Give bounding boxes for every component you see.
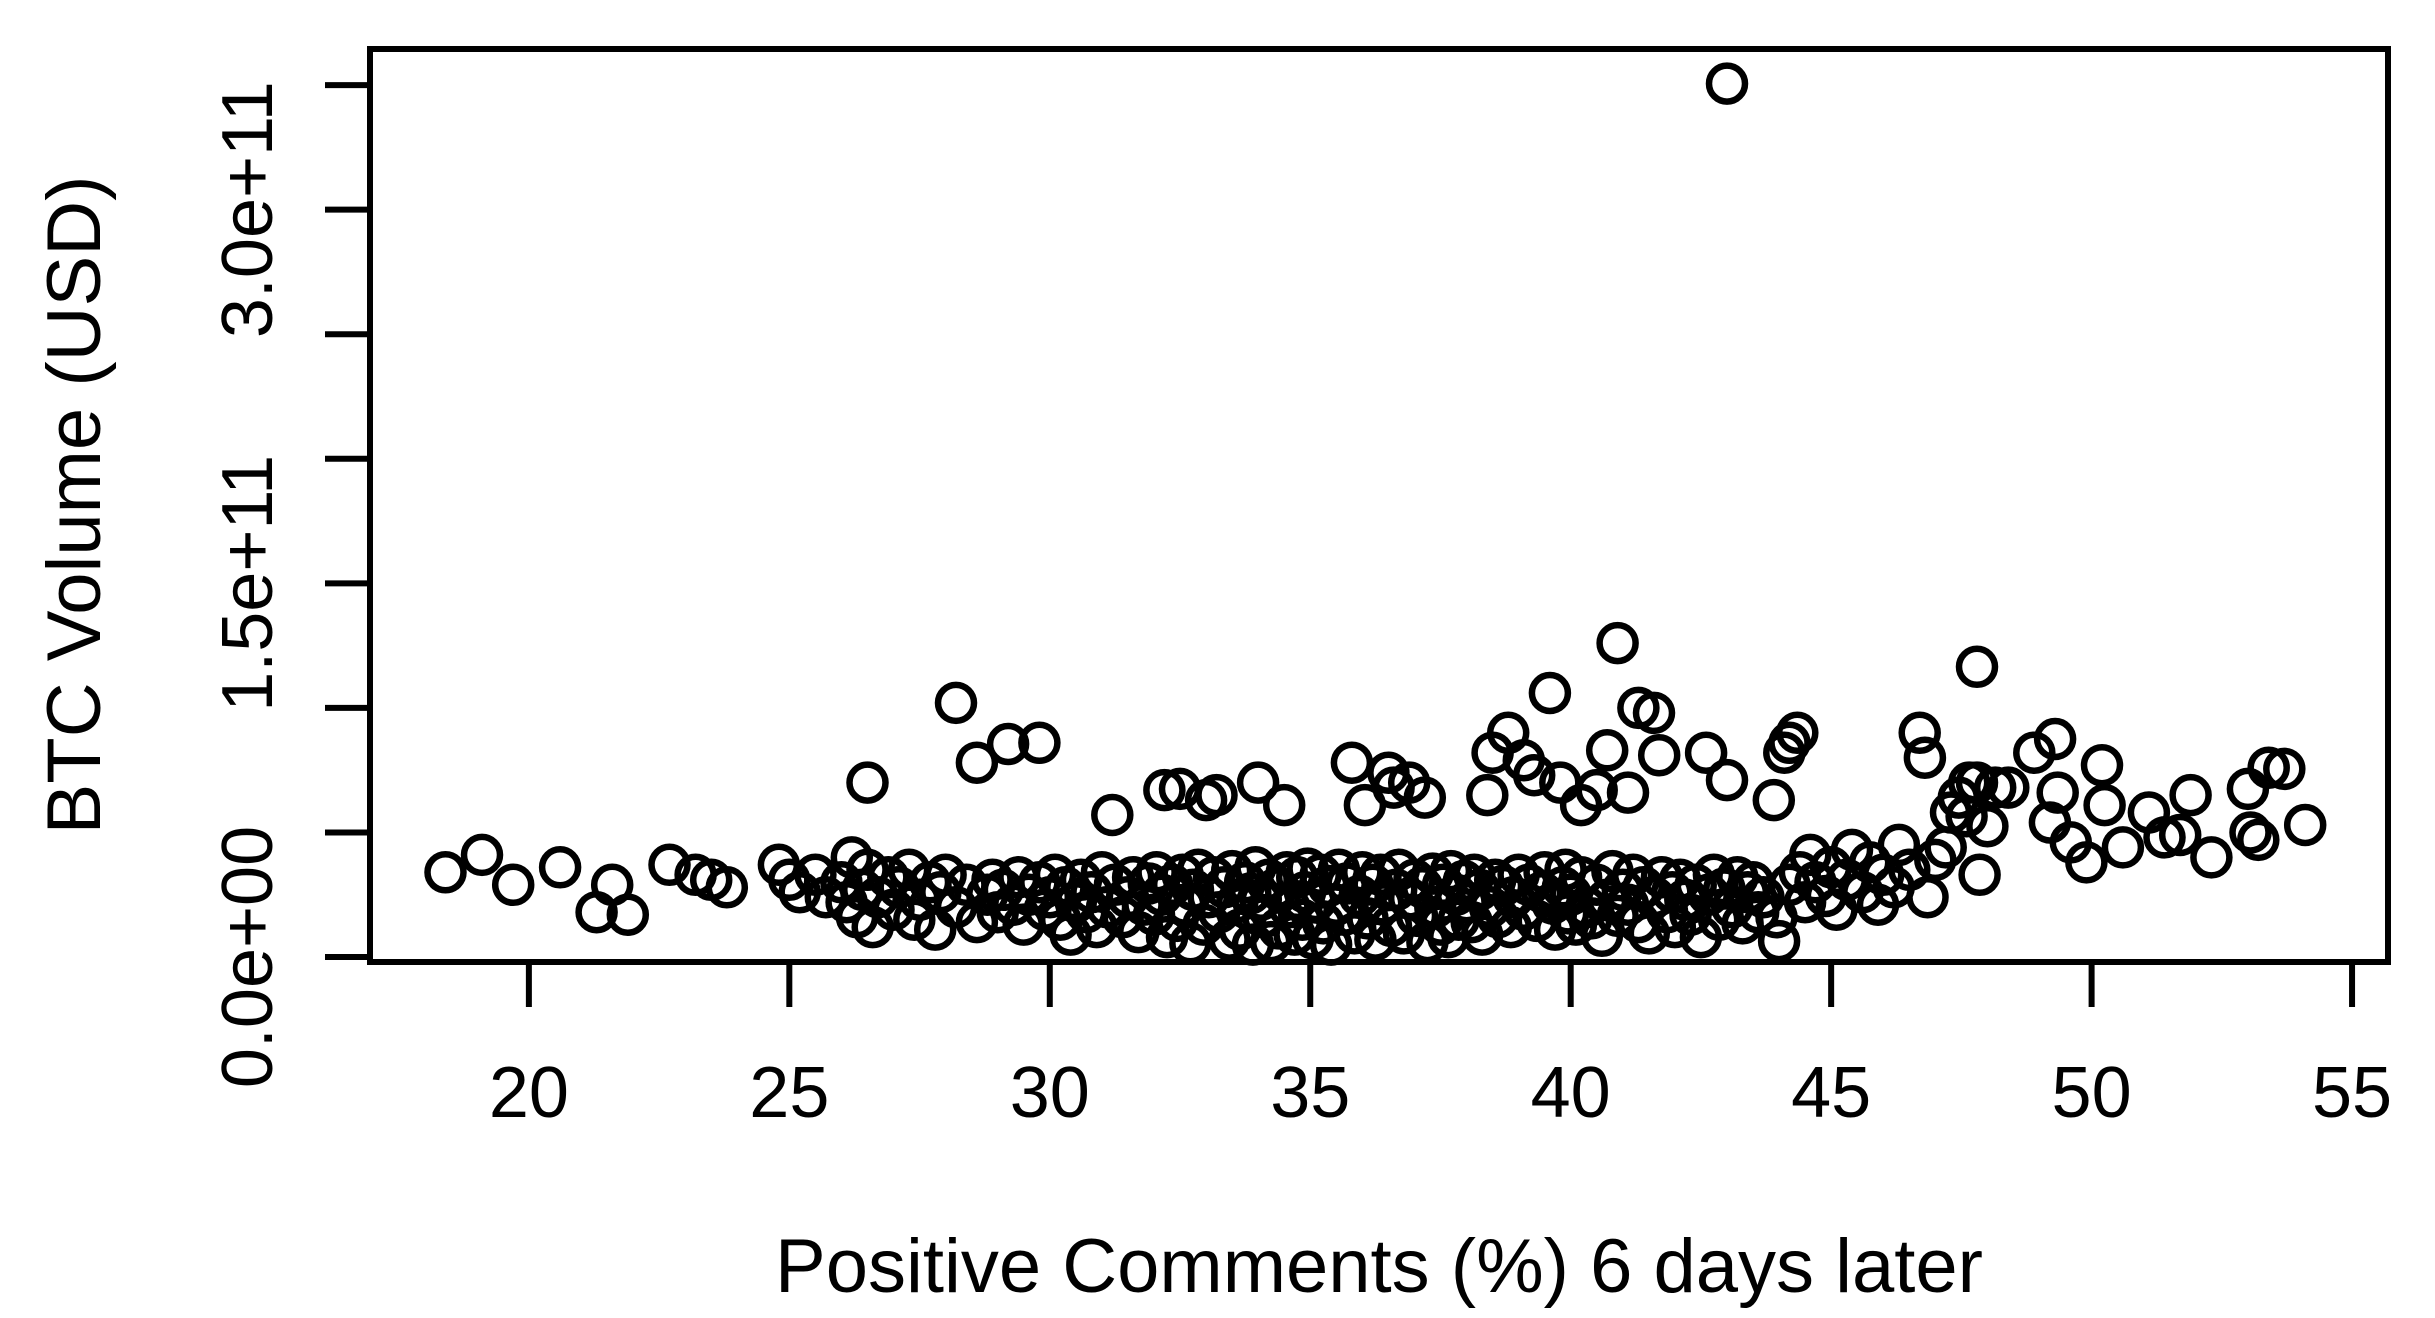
data-point <box>2101 826 2145 869</box>
data-point <box>1091 793 1134 837</box>
data-point <box>705 866 749 909</box>
data-point <box>794 853 837 897</box>
data-point <box>2229 811 2272 854</box>
data-point <box>1632 691 1676 735</box>
x-tick-label: 55 <box>2312 1053 2392 1133</box>
y-tick-label: 3.0e+11 <box>208 81 288 338</box>
data-point <box>846 848 889 892</box>
data-point <box>1512 753 1556 797</box>
data-point <box>2226 767 2270 811</box>
data-point <box>2283 803 2327 847</box>
data-point <box>1987 766 2030 809</box>
data-point <box>1955 645 1999 689</box>
data-point <box>1575 768 1618 812</box>
data-point <box>2036 771 2079 814</box>
x-tick-label: 30 <box>1010 1053 1090 1133</box>
data-point <box>1906 875 1949 919</box>
data-point <box>2263 747 2306 791</box>
x-tick-label: 35 <box>1270 1053 1350 1133</box>
x-tick-label: 50 <box>2052 1053 2132 1133</box>
data-point <box>1075 905 1118 949</box>
data-point <box>1596 621 1639 665</box>
data-point <box>1528 671 1572 715</box>
data-point <box>986 722 1030 766</box>
data-point <box>768 858 811 902</box>
data-point <box>893 898 936 941</box>
data-point <box>1195 773 1238 817</box>
data-point <box>2083 783 2126 827</box>
data-point <box>1705 62 1749 105</box>
x-tick-label: 25 <box>749 1053 829 1133</box>
data-point <box>872 888 915 931</box>
x-tick-label: 40 <box>1531 1053 1611 1133</box>
data-point <box>1697 898 1741 941</box>
data-point <box>1403 776 1447 819</box>
data-point <box>1898 711 1941 755</box>
data-point <box>1585 729 1629 772</box>
data-point <box>538 846 582 889</box>
x-axis-title: Positive Comments (%) 6 days later <box>775 1224 1983 1309</box>
data-point <box>491 863 535 907</box>
data-point <box>2190 836 2233 879</box>
data-point <box>934 681 978 725</box>
data-point <box>1973 766 2017 809</box>
data-point <box>846 761 889 804</box>
data-point <box>955 900 999 944</box>
data-point <box>2033 717 2077 761</box>
data-point <box>1768 721 1811 765</box>
data-point <box>1143 768 1186 812</box>
data-point <box>2247 746 2290 789</box>
data-point <box>1018 721 1061 765</box>
data-point <box>1966 804 2009 848</box>
data-point <box>2237 818 2280 862</box>
x-tick-label: 20 <box>489 1053 569 1133</box>
data-point <box>1789 833 1832 877</box>
data-point <box>1705 758 1749 802</box>
data-point <box>424 851 467 894</box>
data-point <box>2169 773 2212 817</box>
data-point <box>1752 778 1796 822</box>
y-axis-title: BTC Volume (USD) <box>32 176 117 835</box>
data-point <box>2158 813 2202 857</box>
data-point <box>955 741 999 784</box>
data-point <box>1466 773 1509 817</box>
data-point <box>1877 823 1921 867</box>
data-point <box>1596 894 1639 938</box>
data-point <box>2065 841 2108 884</box>
data-point <box>1330 741 1374 784</box>
data-point <box>1914 838 1957 882</box>
data-point <box>1611 853 1655 897</box>
data-point <box>1262 783 1306 827</box>
data-point <box>1703 867 1746 910</box>
data-point <box>460 833 504 877</box>
y-tick-label: 0.0e+00 <box>208 826 288 1088</box>
data-point <box>1033 853 1077 897</box>
data-point <box>1637 733 1681 777</box>
data-point <box>1684 731 1728 774</box>
data-point <box>2080 743 2124 787</box>
y-tick-label: 1.5e+11 <box>208 455 288 712</box>
data-point <box>1776 711 1819 755</box>
data-point <box>1520 870 1564 914</box>
data-point <box>648 843 691 887</box>
data-point <box>1903 736 1947 779</box>
data-point <box>1236 761 1280 804</box>
x-tick-label: 45 <box>1791 1053 1871 1133</box>
data-point <box>1958 853 2001 897</box>
data-point <box>1757 919 1801 963</box>
data-point <box>2143 816 2186 859</box>
plot-area: 20 25 30 35 40 45 50 55 0.0e+00 1.5e+11 3.0e+11 <box>208 46 2392 1133</box>
data-point <box>1606 771 1650 814</box>
plot-box <box>367 46 2391 965</box>
data-point <box>1955 761 1999 804</box>
data-point <box>606 893 650 936</box>
